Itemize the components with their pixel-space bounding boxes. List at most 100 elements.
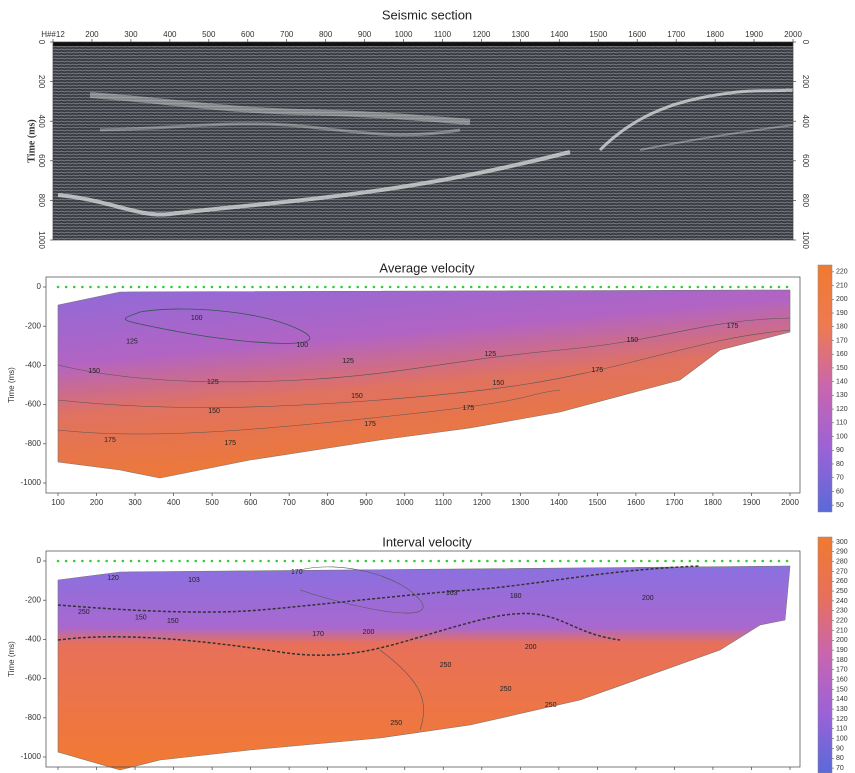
colorbar-tick-label: 160 bbox=[836, 351, 848, 358]
figure: Seismic sectionH##1220030040050060070080… bbox=[0, 0, 855, 773]
y-tick-label: -600 bbox=[25, 674, 42, 683]
y-tick-label: 1000 bbox=[37, 231, 46, 249]
contour-label: 250 bbox=[545, 702, 557, 709]
colorbar-tick-label: 70 bbox=[836, 475, 844, 482]
y-tick-label: -800 bbox=[25, 439, 42, 448]
x-tick-label: 1800 bbox=[706, 30, 724, 39]
x-tick-label: 500 bbox=[205, 498, 219, 507]
colorbar-tick-label: 260 bbox=[836, 578, 848, 585]
y-tick-label: 0 bbox=[37, 282, 42, 291]
x-tick-label: 1600 bbox=[627, 498, 645, 507]
x-tick-label: 400 bbox=[167, 498, 181, 507]
y-tick-label-right: 400 bbox=[801, 115, 810, 129]
x-tick-label: 100 bbox=[51, 498, 65, 507]
y-tick-label: -200 bbox=[25, 321, 42, 330]
colorbar-tick-label: 120 bbox=[836, 406, 848, 413]
colorbar-tick-label: 300 bbox=[836, 539, 848, 546]
y-axis-label: Time (ms) bbox=[7, 367, 16, 403]
colorbar-tick-label: 170 bbox=[836, 337, 848, 344]
y-tick-label-right: 800 bbox=[801, 194, 810, 208]
colorbar-tick-label: 80 bbox=[836, 755, 844, 762]
x-tick-label: 1700 bbox=[667, 30, 685, 39]
colorbar-tick-label: 220 bbox=[836, 617, 848, 624]
x-tick-label: 300 bbox=[128, 498, 142, 507]
x-tick-label: 1300 bbox=[511, 498, 529, 507]
colorbar-tick-label: 100 bbox=[836, 735, 848, 742]
colorbar-tick-label: 210 bbox=[836, 282, 848, 289]
panel-title: Seismic section bbox=[382, 7, 472, 22]
colorbar-tick-label: 170 bbox=[836, 667, 848, 674]
x-tick-label: 900 bbox=[358, 30, 372, 39]
contour-label: 170 bbox=[291, 569, 303, 576]
x-tick-label: 900 bbox=[360, 498, 374, 507]
colorbar-tick-label: 140 bbox=[836, 696, 848, 703]
y-tick-label: -400 bbox=[25, 635, 42, 644]
contour-label: 175 bbox=[364, 421, 376, 428]
colorbar-tick-label: 270 bbox=[836, 568, 848, 575]
contour-label: 250 bbox=[78, 609, 90, 616]
colorbar-tick-label: 210 bbox=[836, 627, 848, 634]
contour-label: 200 bbox=[363, 629, 375, 636]
x-tick-label: 1400 bbox=[550, 498, 568, 507]
colorbar-tick-label: 290 bbox=[836, 549, 848, 556]
y-tick-label: -1000 bbox=[21, 478, 42, 487]
x-tick-label: 600 bbox=[244, 498, 258, 507]
y-tick-label-right: 1000 bbox=[801, 231, 810, 249]
y-tick-label: 200 bbox=[37, 75, 46, 89]
contour-label: 150 bbox=[493, 380, 505, 387]
colorbar-tick-label: 80 bbox=[836, 461, 844, 468]
colorbar-tick-label: 150 bbox=[836, 365, 848, 372]
colorbar-tick-label: 180 bbox=[836, 324, 848, 331]
contour-label: 103 bbox=[188, 577, 200, 584]
y-tick-label: -400 bbox=[25, 361, 42, 370]
panel-title: Average velocity bbox=[379, 260, 475, 275]
colorbar-tick-label: 50 bbox=[836, 502, 844, 509]
contour-label: 100 bbox=[191, 315, 203, 322]
x-tick-label: 1100 bbox=[435, 498, 453, 507]
x-tick-label: 1700 bbox=[666, 498, 684, 507]
x-tick-label: 1900 bbox=[745, 30, 763, 39]
y-tick-label: -1000 bbox=[21, 752, 42, 761]
x-tick-label: 700 bbox=[282, 498, 296, 507]
colorbar-tick-label: 250 bbox=[836, 588, 848, 595]
x-tick-label: H##12 bbox=[41, 30, 65, 39]
x-tick-label: 2000 bbox=[781, 498, 799, 507]
seismic-image bbox=[53, 42, 793, 240]
contour-label: 150 bbox=[88, 368, 100, 375]
page: Seismic sectionH##1220030040050060070080… bbox=[0, 0, 855, 773]
x-tick-label: 1500 bbox=[589, 30, 607, 39]
x-tick-label: 2000 bbox=[784, 30, 802, 39]
x-tick-label: 200 bbox=[85, 30, 99, 39]
x-tick-label: 400 bbox=[163, 30, 177, 39]
contour-label: 250 bbox=[440, 662, 452, 669]
contour-label: 175 bbox=[224, 440, 236, 447]
x-tick-label: 700 bbox=[280, 30, 294, 39]
contour-label: 180 bbox=[510, 593, 522, 600]
colorbar-tick-label: 240 bbox=[836, 598, 848, 605]
contour-label: 125 bbox=[126, 339, 138, 346]
colorbar-tick-label: 120 bbox=[836, 716, 848, 723]
y-tick-label-right: 0 bbox=[801, 40, 810, 45]
contour-label: 250 bbox=[500, 686, 512, 693]
y-axis-label: Time (ms) bbox=[7, 641, 16, 677]
contour-label: 150 bbox=[167, 618, 179, 625]
colorbar-tick-label: 140 bbox=[836, 378, 848, 385]
x-tick-label: 1500 bbox=[588, 498, 606, 507]
x-tick-label: 800 bbox=[321, 498, 335, 507]
colorbar-tick-label: 60 bbox=[836, 488, 844, 495]
x-tick-label: 600 bbox=[241, 30, 255, 39]
colorbar-tick-label: 190 bbox=[836, 310, 848, 317]
y-tick-label: 0 bbox=[37, 40, 46, 45]
interval-velocity-field bbox=[58, 561, 790, 770]
y-tick-label: 600 bbox=[37, 154, 46, 168]
colorbar-tick-label: 180 bbox=[836, 657, 848, 664]
y-tick-label: -800 bbox=[25, 713, 42, 722]
x-tick-label: 1600 bbox=[628, 30, 646, 39]
colorbar-tick-label: 200 bbox=[836, 296, 848, 303]
x-tick-label: 1800 bbox=[704, 498, 722, 507]
colorbar-tick-label: 70 bbox=[836, 765, 844, 772]
x-tick-label: 1000 bbox=[396, 498, 414, 507]
contour-label: 150 bbox=[627, 337, 639, 344]
colorbar-tick-label: 150 bbox=[836, 686, 848, 693]
contour-label: 170 bbox=[312, 631, 324, 638]
